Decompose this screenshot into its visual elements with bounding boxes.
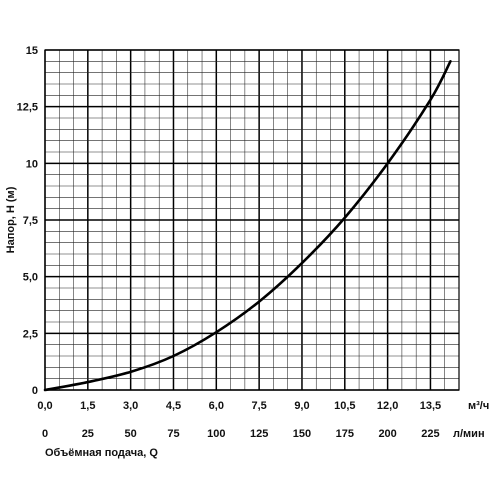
x-tick-label: 7,5 (251, 400, 266, 412)
chart-grid (44, 49, 460, 391)
x2-tick-label: 75 (167, 428, 179, 440)
x-tick-label: 3,0 (123, 400, 138, 412)
y-tick-label: 2,5 (23, 328, 38, 340)
x2-tick-label: 225 (421, 428, 439, 440)
plot-frame (44, 49, 460, 391)
x2-tick-label: 100 (207, 428, 225, 440)
x-tick-label: 1,5 (80, 400, 95, 412)
y-tick-label: 0 (32, 385, 38, 397)
x2-tick-label: 25 (82, 428, 94, 440)
y-tick-label: 5,0 (23, 272, 38, 284)
x2-tick-label: 200 (378, 428, 396, 440)
x2-tick-label: 0 (42, 428, 48, 440)
x-tick-label: 4,5 (166, 400, 181, 412)
x2-tick-label: 175 (336, 428, 354, 440)
x-tick-label: 0,0 (37, 400, 52, 412)
x2-tick-label: 50 (125, 428, 137, 440)
x-tick-label: 6,0 (209, 400, 224, 412)
y-axis-label: Напор, Н (м) (5, 186, 17, 253)
y-tick-label: 12,5 (17, 102, 38, 114)
y-tick-labels: 0 2,5 5,0 7,5 10 12,5 15 (17, 45, 38, 397)
x2-axis-unit: л/мин (453, 428, 485, 440)
y-tick-label: 15 (26, 45, 38, 57)
x-tick-label: 10,5 (334, 400, 355, 412)
y-tick-label: 10 (26, 158, 38, 170)
x-tick-label: 12,0 (377, 400, 398, 412)
x-tick-labels: 0,0 1,5 3,0 4,5 6,0 7,5 9,0 10,5 12,0 13,5 (37, 400, 441, 412)
x-tick-label: 13,5 (420, 400, 441, 412)
x2-tick-label: 125 (250, 428, 268, 440)
x2-tick-labels: 0 25 50 75 100 125 150 175 200 225 (42, 428, 440, 440)
x2-tick-label: 150 (293, 428, 311, 440)
x-axis-unit: м³/ч (468, 400, 489, 412)
x-axis-label: Объёмная подача, Q (45, 447, 158, 459)
series-line-head-curve (43, 60, 452, 392)
y-tick-label: 7,5 (23, 215, 38, 227)
x-tick-label: 9,0 (294, 400, 309, 412)
